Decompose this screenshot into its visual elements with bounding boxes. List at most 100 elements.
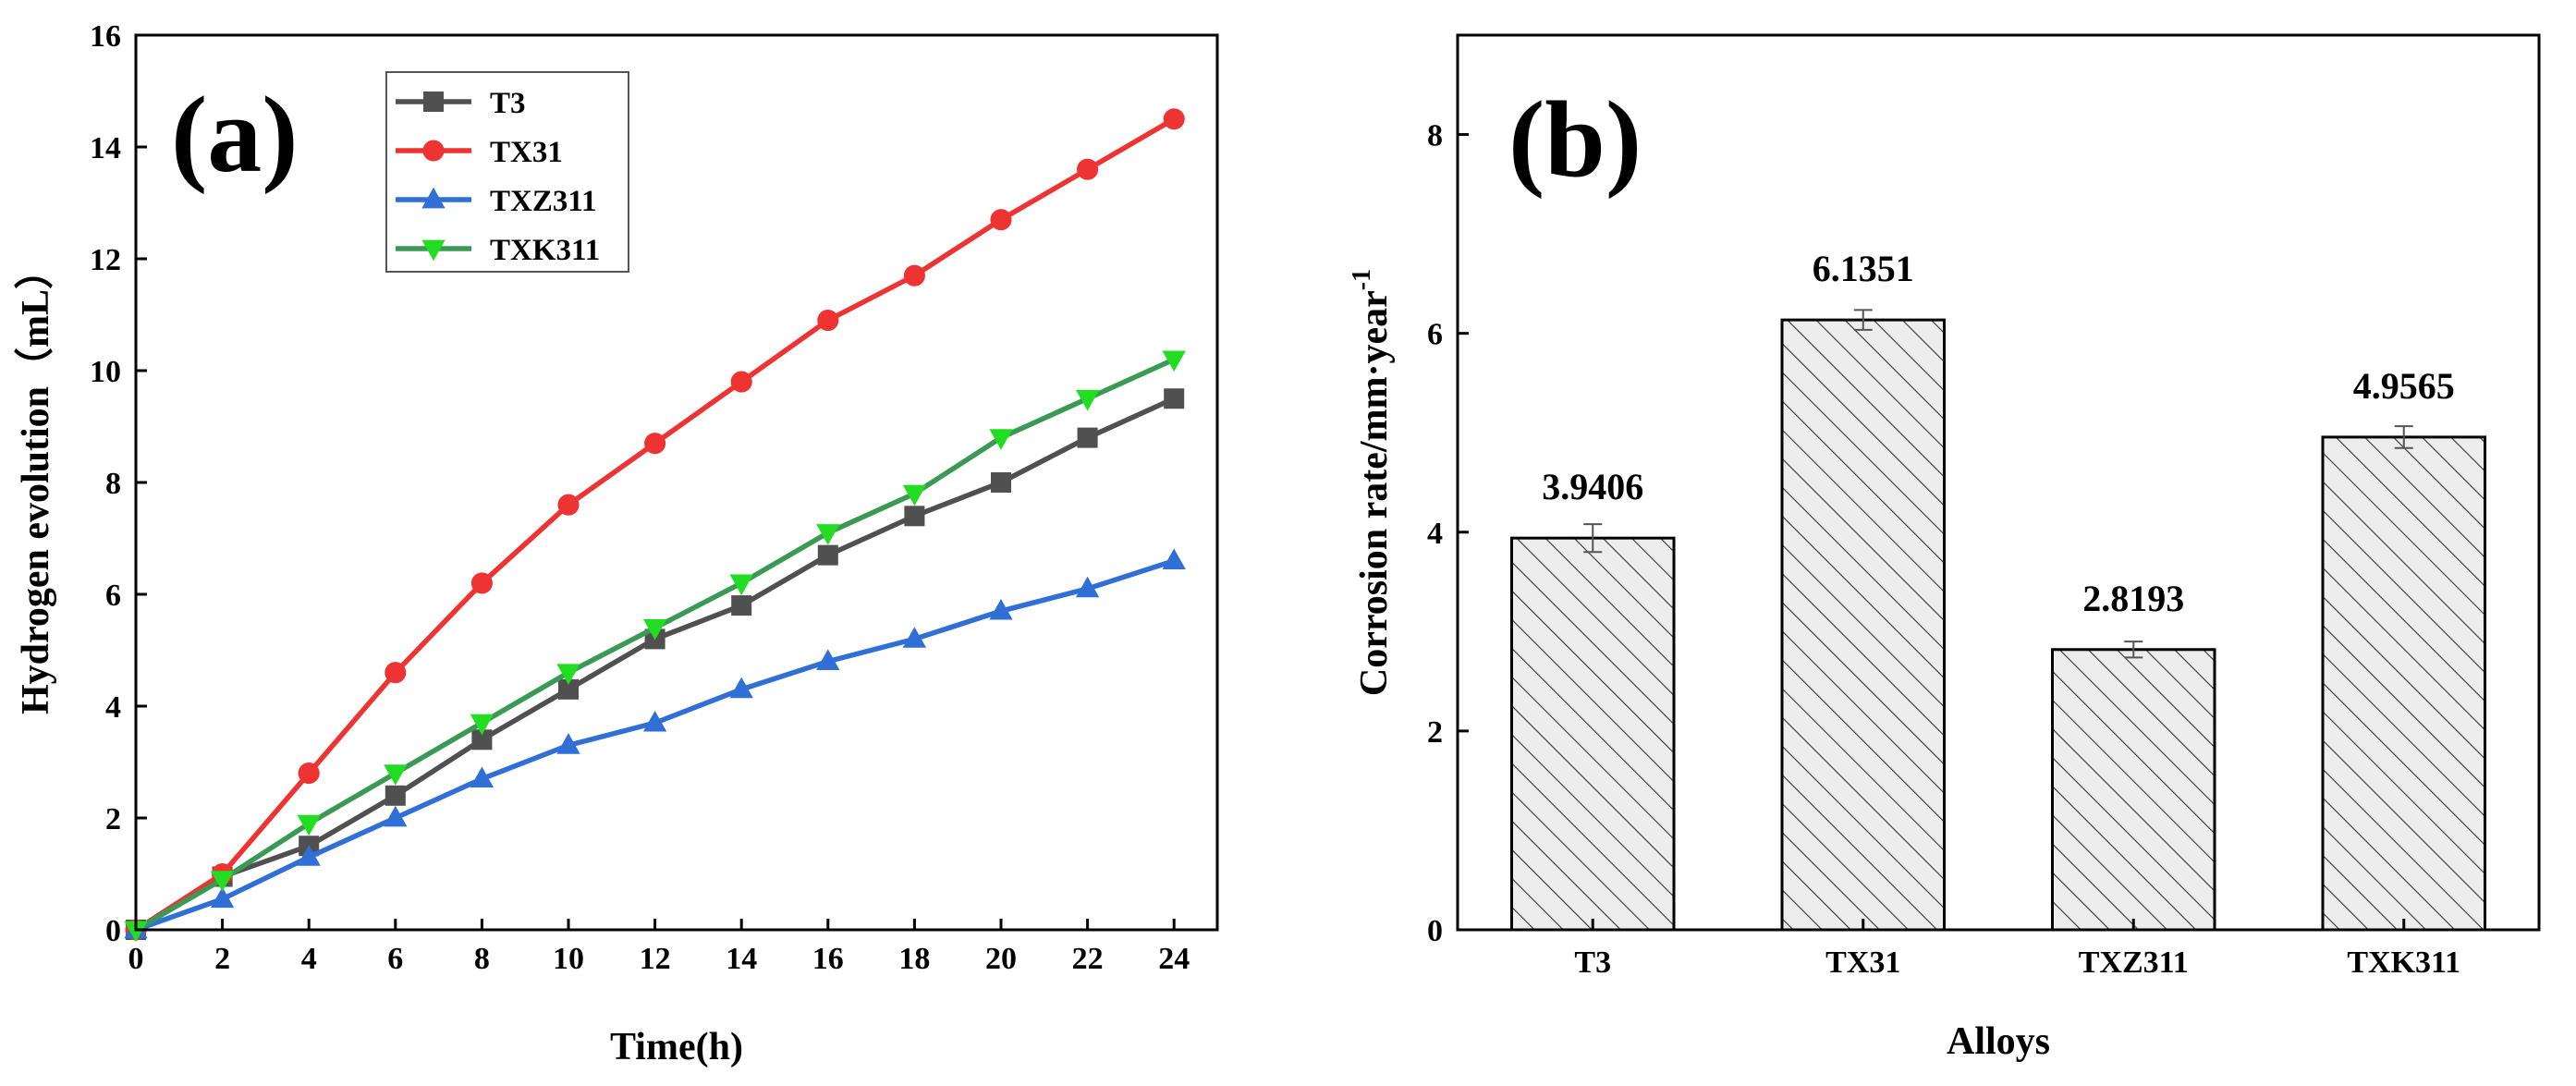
panel-a-point-TX31 <box>990 209 1012 231</box>
panel-a-y-tick-label: 10 <box>90 355 121 389</box>
panel-a-y-tick-label: 8 <box>105 467 121 501</box>
panel-b-value-label-TXZ311: 2.8193 <box>2082 578 2184 619</box>
panel-b-y-tick-label: 4 <box>1427 517 1443 551</box>
panel-a-point-TXK311 <box>729 574 753 596</box>
panel-a-point-TX31 <box>730 371 752 393</box>
panel-a-point-TX31 <box>903 264 925 287</box>
panel-a-point-TXK311 <box>124 921 148 943</box>
panel-a-point-T3 <box>558 678 579 700</box>
panel-a-x-tick-label: 20 <box>985 942 1017 976</box>
panel-a-x-tick-label: 24 <box>1158 942 1190 976</box>
panel-b-bar-TX31 <box>1780 318 1946 932</box>
panel-a-point-TXK311 <box>556 664 580 685</box>
panel-b-y-tick-label: 6 <box>1427 318 1443 352</box>
panel-a-point-TXZ311 <box>556 733 580 754</box>
panel-a-point-T3 <box>471 729 493 750</box>
panel-b-x-tick-label-TXZ311: TXZ311 <box>2079 946 2189 980</box>
panel-a-point-TX31 <box>557 494 580 516</box>
panel-b-bar-T3 <box>1510 536 1676 932</box>
panel-b-x-tick-label-TXK311: TXK311 <box>2347 946 2460 980</box>
panel-a-point-TXZ311 <box>642 710 667 732</box>
panel-a-point-TXK311 <box>297 814 321 836</box>
panel-a-point-T3 <box>1164 388 1185 409</box>
panel-a-y-tick-label: 14 <box>90 131 121 165</box>
panel-a-x-tick-label: 6 <box>387 942 403 976</box>
panel-a-legend-label-TXK311: TXK311 <box>490 234 600 267</box>
panel-a-point-TXK311 <box>816 524 840 545</box>
panel-a-legend-label-TXZ311: TXZ311 <box>490 185 597 218</box>
panel-b-value-label-TX31: 6.1351 <box>1813 248 1914 289</box>
panel-a-x-axis-label: Time(h) <box>610 1026 743 1068</box>
panel-a-point-T3 <box>991 472 1011 493</box>
panel-a-point-TX31 <box>1163 108 1185 130</box>
panel-a-series-line-TXZ311 <box>135 558 1176 933</box>
panel-a-point-TXZ311 <box>816 649 840 670</box>
panel-a-x-tick-label: 16 <box>812 942 844 976</box>
panel-a-legend: T3 TX31 TXZ311 TXK311 <box>385 71 629 273</box>
panel-b-y-axis-label-superscript: -1 <box>1348 269 1376 290</box>
panel-a-point-TXZ311 <box>1075 576 1100 598</box>
panel-a-point-TXZ311 <box>210 886 235 909</box>
panel-b-y-axis-label: Corrosion rate/mm·year-1 <box>1348 269 1396 696</box>
panel-a-point-TXZ311 <box>470 766 494 787</box>
panel-a-y-tick-label: 0 <box>105 914 121 948</box>
panel-a-point-TXK311 <box>989 429 1013 450</box>
panel-a-legend-marker-T3 <box>423 92 444 112</box>
panel-b-plot-frame <box>1456 33 2541 932</box>
panel-a-point-TXK311 <box>1075 389 1100 411</box>
panel-b-bar-TXZ311 <box>2051 648 2216 932</box>
panel-a-point-TXK311 <box>210 871 235 892</box>
panel-a-point-TX31 <box>385 662 407 684</box>
panel-a-legend-marker-TXK311 <box>421 239 446 262</box>
panel-b-y-axis-label-main: Corrosion rate/mm·year <box>1353 290 1396 696</box>
panel-a-point-TXK311 <box>642 618 667 641</box>
panel-a-x-tick-label: 2 <box>214 942 230 976</box>
panel-a-y-tick-label: 2 <box>105 802 121 836</box>
panel-a-x-tick-label: 12 <box>640 942 671 976</box>
panel-b-x-axis-label: Alloys <box>1947 1020 2050 1063</box>
panel-a-point-T3 <box>904 506 925 527</box>
panel-b-y-tick-label: 8 <box>1427 119 1443 153</box>
panel-a-y-tick-label: 4 <box>105 690 121 725</box>
panel-a-x-tick-label: 22 <box>1072 942 1104 976</box>
panel-a-label: (a) <box>171 74 299 195</box>
panel-a-point-TXZ311 <box>902 627 927 648</box>
panel-a-x-tick-label: 14 <box>726 942 757 976</box>
panel-b-x-tick-label-T3: T3 <box>1574 946 1611 980</box>
panel-b-value-label-T3: 3.9406 <box>1542 466 1643 507</box>
panel-b-bars-layer: 3.9406 6.1351 2.8193 4.9565 <box>1510 248 2486 932</box>
panel-a-point-TXZ311 <box>384 805 408 827</box>
panel-a-x-tick-label: 18 <box>898 942 930 976</box>
panel-a-point-TX31 <box>644 433 666 455</box>
panel-a-point-TXZ311 <box>729 677 753 699</box>
panel-a-legend-label-T3: T3 <box>490 87 526 120</box>
panel-a-point-TX31 <box>298 763 320 785</box>
panel-a-point-TXK311 <box>1162 350 1186 372</box>
panel-a-point-TX31 <box>1077 158 1099 180</box>
panel-b-label: (b) <box>1508 79 1642 200</box>
panel-a-series-line-T3 <box>134 396 1176 933</box>
panel-a-x-tick-label: 4 <box>301 942 317 976</box>
panel-a-point-TXZ311 <box>1162 548 1186 570</box>
panel-a-point-TXK311 <box>384 764 408 786</box>
panel-a-point-T3 <box>1077 427 1098 448</box>
panel-a-point-TX31 <box>470 572 493 594</box>
panel-a-series-line-TX31 <box>134 116 1176 933</box>
panel-a-legend-marker-TXZ311 <box>421 187 446 209</box>
panel-a-legend-label-TX31: TX31 <box>490 136 563 169</box>
panel-a-legend-marker-TX31 <box>422 140 445 162</box>
panel-a-point-TXZ311 <box>297 845 321 866</box>
panel-a-point-T3 <box>817 544 838 566</box>
panel-a-y-tick-label: 16 <box>90 19 121 54</box>
panel-a-point-TXZ311 <box>989 598 1013 620</box>
panel-a-y-tick-label: 6 <box>105 579 121 613</box>
panel-a-x-tick-label: 8 <box>474 942 490 976</box>
panel-b-ticks: 0 2 4 6 8 T3 TX31 TXZ311 TXK311 <box>1427 119 2460 980</box>
panel-a-point-TX31 <box>817 310 839 332</box>
panel-a-series-layer <box>124 108 1186 943</box>
panel-a-y-tick-label: 12 <box>90 243 121 277</box>
panel-b-bar-chart: 3.9406 6.1351 2.8193 4.9565 0 2 4 6 8 T3 TX31 TXZ3… <box>1348 33 2541 1063</box>
